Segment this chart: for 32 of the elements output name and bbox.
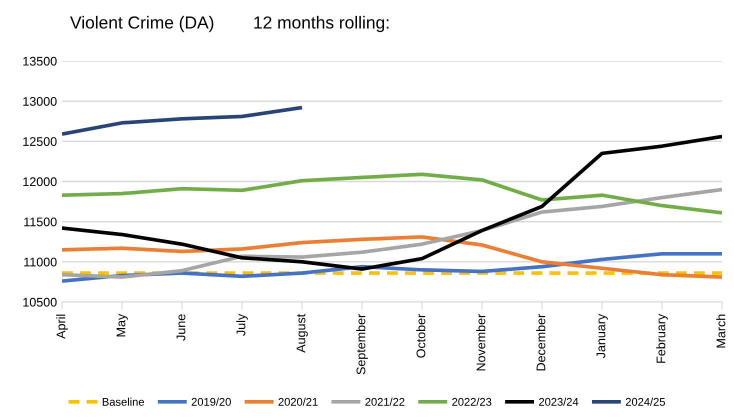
- x-tick-label: October: [416, 314, 426, 358]
- legend-label: 2021/22: [365, 398, 404, 406]
- y-tick-label: 13500: [23, 56, 57, 66]
- y-tick-label: 13000: [23, 96, 57, 106]
- x-tick-label: December: [536, 314, 546, 370]
- legend-label: 2020/21: [278, 398, 318, 406]
- legend-label: 2024/25: [626, 398, 665, 406]
- legend-label: 2019/20: [192, 398, 231, 406]
- x-tick-label: August: [296, 314, 308, 353]
- line-series: [62, 172, 722, 215]
- x-tick-label: November: [476, 314, 486, 370]
- y-tick-label: 12500: [23, 137, 57, 146]
- y-tick-label: 11000: [24, 258, 57, 266]
- legend-label: Baseline: [102, 398, 144, 406]
- x-tick-label: May: [116, 314, 128, 336]
- x-tick-label: June: [176, 314, 186, 341]
- legend-label: 2023/24: [539, 398, 578, 406]
- x-tick-label: September: [356, 314, 368, 374]
- line-series: [62, 235, 722, 279]
- y-tick-label: 12000: [23, 177, 57, 186]
- x-tick-label: February: [656, 314, 668, 363]
- x-tick-label: January: [596, 314, 608, 358]
- x-tick-label: March: [716, 314, 726, 348]
- line-series: [62, 188, 722, 279]
- y-tick-label: 11500: [24, 217, 57, 226]
- chart-title: Violent Crime (DA) 12 months rolling:: [70, 16, 388, 32]
- x-tick-label: July: [236, 314, 248, 336]
- line-series: [62, 106, 304, 136]
- y-tick-label: 10500: [23, 298, 57, 307]
- line-series: [62, 134, 722, 271]
- legend-label: 2022/23: [452, 398, 492, 406]
- x-tick-label: April: [56, 314, 68, 339]
